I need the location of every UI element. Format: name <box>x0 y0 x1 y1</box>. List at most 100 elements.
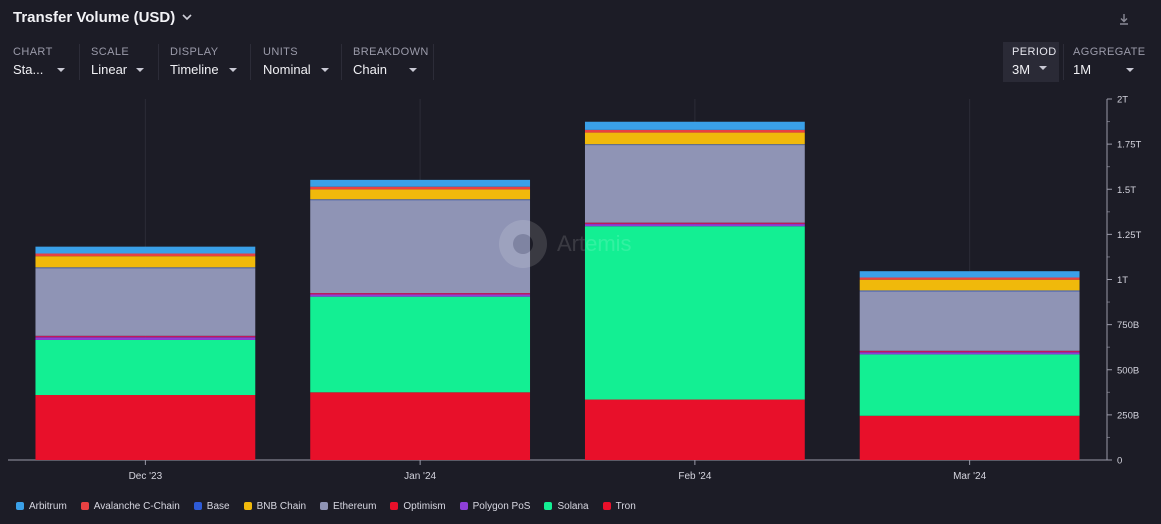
scale-select[interactable]: SCALE Linear <box>91 42 153 82</box>
divider <box>250 44 251 80</box>
legend-swatch <box>193 502 202 510</box>
legend-label: Optimism <box>403 500 446 512</box>
legend-swatch <box>390 502 399 510</box>
chart-title[interactable]: Transfer Volume (USD) <box>13 9 176 26</box>
legend-item[interactable]: Base <box>193 500 230 512</box>
legend-item[interactable]: Tron <box>602 501 636 512</box>
y-tick-label: 2T <box>1117 95 1128 106</box>
divider <box>341 44 342 80</box>
download-icon[interactable] <box>1117 12 1131 26</box>
chart-type-label: CHART <box>13 46 53 58</box>
legend-item[interactable]: Optimism <box>390 500 446 512</box>
breakdown-value: Chain <box>353 62 387 77</box>
legend-item[interactable]: Arbitrum <box>16 501 67 512</box>
period-highlight <box>1003 42 1059 82</box>
x-tick-label: Jan '24 <box>404 471 436 482</box>
artemis-logo-icon <box>499 220 547 268</box>
chevron-down-icon[interactable] <box>181 11 193 23</box>
bar-segment-solana <box>584 226 805 400</box>
x-tick-label: Mar '24 <box>953 471 986 482</box>
breakdown-select[interactable]: BREAKDOWN Chain <box>353 42 433 82</box>
bar-segment-optimism <box>859 350 1080 353</box>
bar-segment-polygon-pos <box>584 224 805 227</box>
legend-item[interactable]: Polygon PoS <box>459 501 530 512</box>
legend-item[interactable]: Solana <box>544 501 589 512</box>
aggregate-select[interactable]: AGGREGATE 1M <box>1073 42 1146 82</box>
divider <box>433 44 434 80</box>
chevron-down-icon <box>1039 66 1047 70</box>
legend-label: Avalanche C-Chain <box>93 500 180 512</box>
watermark: Artemis <box>497 218 667 270</box>
bar-segment-bnb-chain <box>859 279 1080 291</box>
bar-segment-bnb-chain <box>310 189 531 200</box>
y-tick-label: 500B <box>1117 365 1139 376</box>
y-tick-label: 1.75T <box>1117 140 1141 151</box>
chevron-down-icon <box>136 68 144 72</box>
display-label: DISPLAY <box>170 46 219 58</box>
watermark-text: Artemis <box>557 231 632 256</box>
scale-value: Linear <box>91 62 128 77</box>
y-tick-label: 1.25T <box>1117 230 1141 241</box>
chart-legend: Arbitrum Avalanche C-Chain Base BNB Chain Et… <box>16 498 650 514</box>
bar-segment-arbitrum <box>35 246 256 254</box>
chart-type-select[interactable]: CHART Sta... <box>13 42 75 82</box>
bar-segment-polygon-pos <box>310 294 531 297</box>
chevron-down-icon <box>57 68 65 72</box>
legend-item[interactable]: Avalanche C-Chain <box>80 500 180 512</box>
legend-swatch <box>243 502 252 510</box>
chart-controls: CHART Sta... SCALE Linear DISPLAY Timeli… <box>0 42 1161 82</box>
legend-item[interactable]: Ethereum <box>320 501 376 512</box>
bar-segment-optimism <box>584 222 805 225</box>
x-tick-label: Feb '24 <box>678 471 711 482</box>
legend-swatch <box>320 502 329 510</box>
display-select[interactable]: DISPLAY Timeline <box>170 42 248 82</box>
bar-segment-avalanche-c-chain <box>310 186 531 190</box>
bar-segment-arbitrum <box>859 271 1080 278</box>
bar-segment-bnb-chain <box>584 132 805 145</box>
bar-segment-solana <box>35 339 256 396</box>
bar-segment-base <box>859 290 1080 292</box>
chevron-down-icon <box>409 68 417 72</box>
chart-area: 0 250B 500B 750B 1T 1.25T 1.5T 1.75T 2T Dec '23 Ja… <box>0 84 1161 494</box>
legend-label: Base <box>206 500 230 512</box>
bar-segment-optimism <box>35 335 256 338</box>
divider <box>1063 44 1064 80</box>
scale-label: SCALE <box>91 46 130 58</box>
chevron-down-icon <box>229 68 237 72</box>
period-select[interactable]: PERIOD 3M <box>1012 42 1056 82</box>
y-tick-label: 750B <box>1117 320 1139 331</box>
display-value: Timeline <box>170 62 219 77</box>
y-tick-label: 1.5T <box>1117 185 1136 196</box>
units-select[interactable]: UNITS Nominal <box>263 42 341 82</box>
bar-segment-ethereum <box>584 145 805 223</box>
breakdown-label: BREAKDOWN <box>353 46 429 58</box>
legend-swatch <box>80 502 89 510</box>
legend-label: BNB Chain <box>256 500 307 512</box>
bar-segment-tron <box>35 395 256 460</box>
aggregate-value: 1M <box>1073 62 1092 77</box>
units-value: Nominal <box>263 62 311 77</box>
y-tick-label: 0 <box>1117 456 1122 467</box>
bar-segment-tron <box>584 399 805 460</box>
divider <box>79 44 80 80</box>
y-tick-label: 250B <box>1117 410 1139 421</box>
legend-label: Ethereum <box>333 500 377 512</box>
bar-segment-ethereum <box>35 268 256 336</box>
bar-segment-tron <box>859 415 1080 460</box>
legend-swatch <box>16 502 24 510</box>
legend-label: Arbitrum <box>29 500 67 512</box>
bar-segment-base <box>584 144 805 146</box>
bar-segment-avalanche-c-chain <box>859 277 1080 280</box>
bar-segment-optimism <box>310 293 531 295</box>
chart-type-value: Sta... <box>13 62 44 77</box>
bar-segment-solana <box>310 296 531 393</box>
bar-segment-avalanche-c-chain <box>35 253 256 257</box>
bar-segment-polygon-pos <box>859 352 1080 355</box>
bar-segment-arbitrum <box>584 121 805 130</box>
bar-segment-bnb-chain <box>35 256 256 268</box>
aggregate-label: AGGREGATE <box>1073 46 1146 58</box>
legend-item[interactable]: BNB Chain <box>243 500 307 512</box>
legend-swatch <box>602 502 611 510</box>
chart-header: Transfer Volume (USD) <box>0 0 1161 40</box>
period-label: PERIOD <box>1012 46 1057 58</box>
